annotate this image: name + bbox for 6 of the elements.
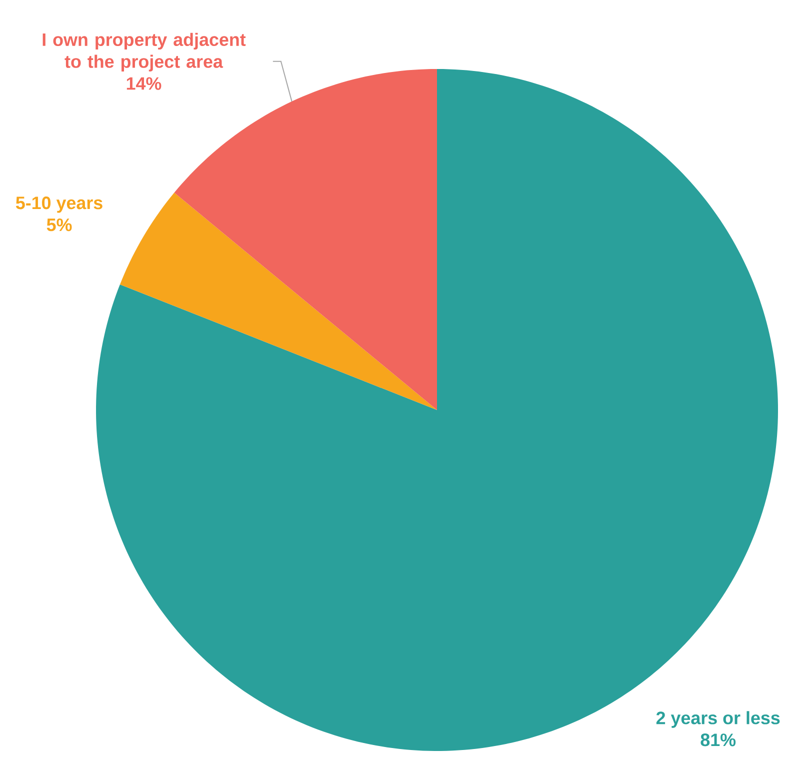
- data-label: 5%: [46, 218, 72, 232]
- slice-label: I own property adjacent to the project area: [42, 32, 246, 72]
- slice-label: 5-10 years: [16, 196, 102, 213]
- data-label: 81%: [700, 734, 736, 746]
- slice-label: 2 years or less: [656, 711, 780, 728]
- data-label: 14%: [126, 77, 162, 90]
